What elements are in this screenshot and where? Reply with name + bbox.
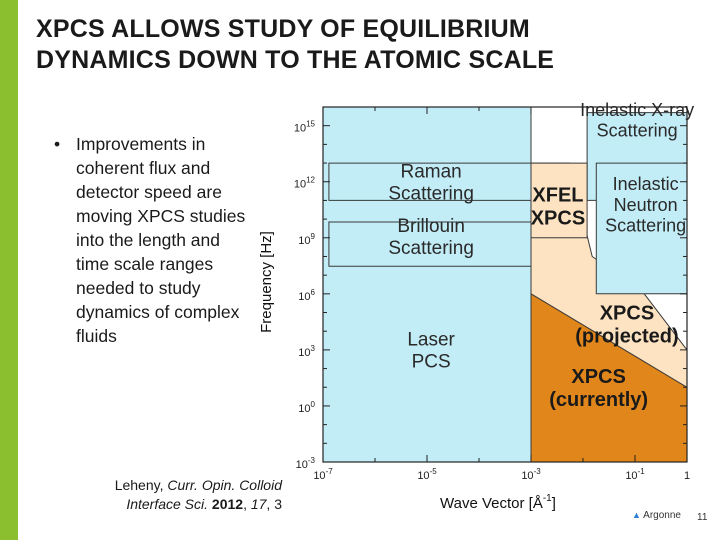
regions-layer (322, 106, 688, 463)
x-tick-label: 10-1 (625, 467, 645, 482)
region-label-line: XPCS (571, 366, 625, 388)
x-tick-label-exp: -7 (326, 467, 334, 476)
region-laser-pcs (322, 106, 532, 463)
y-tick-label-base: 10 (296, 459, 308, 471)
region-label-inelastic-xray: Inelastic X-ray Scattering (580, 100, 694, 141)
y-tick-label: 109 (298, 232, 315, 247)
region-label-line: Laser (407, 330, 455, 351)
y-tick-label-base: 10 (294, 123, 306, 135)
region-label-xpcs-projected: XPCS (projected) (575, 302, 678, 347)
region-label-xfel-xpcs: XFEL XPCS (531, 185, 585, 230)
x-tick-label-exp: -3 (534, 467, 542, 476)
region-label-line: (projected) (575, 325, 678, 347)
region-label-line: Scattering (388, 183, 474, 204)
region-label-raman: Raman Scattering (388, 162, 474, 205)
y-tick-label-exp: 0 (311, 400, 316, 409)
region-label-line: Neutron (614, 195, 678, 215)
region-label-line: Scattering (605, 216, 686, 236)
region-label-brillouin: Brillouin Scattering (388, 216, 474, 259)
y-tick-label-base: 10 (298, 291, 310, 303)
citation-page: 3 (274, 496, 282, 512)
x-tick-label-base: 1 (684, 470, 690, 482)
y-tick-label: 1012 (294, 176, 316, 191)
y-tick-label-base: 10 (298, 403, 310, 415)
region-label-line: Inelastic X-ray (580, 100, 694, 120)
x-tick-label-exp: -5 (430, 467, 438, 476)
y-tick-label-base: 10 (298, 347, 310, 359)
y-tick-label-exp: 6 (311, 288, 316, 297)
x-axis-label: Wave Vector [Å-1] (440, 493, 556, 512)
y-tick-label-base: 10 (294, 179, 306, 191)
y-tick-label: 100 (298, 400, 315, 415)
x-tick-label-base: 10 (313, 470, 325, 482)
citation-journal-2: Interface Sci. (126, 496, 209, 512)
region-label-line: Raman (400, 162, 461, 183)
page-number: 11 (697, 512, 708, 523)
y-tick-label-exp: 12 (306, 176, 315, 185)
x-tick-label: 10-7 (313, 467, 333, 482)
x-axis-label-close: ] (552, 495, 556, 512)
plot-frame (322, 106, 688, 463)
x-tick-label-base: 10 (417, 470, 429, 482)
region-label-line: Scattering (388, 238, 474, 259)
citation-volume: 17 (250, 496, 267, 512)
citation: Leheny, Curr. Opin. Colloid Interface Sc… (60, 476, 282, 514)
y-tick-label: 10-3 (296, 456, 316, 471)
y-tick-label-exp: 9 (311, 232, 316, 241)
x-tick-label-base: 10 (625, 470, 637, 482)
x-axis-label-main: Wave Vector [Å (440, 495, 543, 512)
x-tick-label: 1 (684, 470, 690, 482)
citation-line-2: Interface Sci. 2012, 17, 3 (60, 495, 282, 514)
y-tick-label-exp: -3 (308, 456, 316, 465)
argonne-logo-text: Argonne (643, 510, 681, 521)
citation-journal-1: Curr. Opin. Colloid (167, 477, 282, 493)
x-tick-label-exp: -1 (638, 467, 646, 476)
region-label-line: Scattering (597, 121, 678, 141)
region-label-laser-pcs: Laser PCS (407, 330, 455, 373)
argonne-logo-mark: ▲ (632, 510, 641, 520)
citation-authors: Leheny, (114, 477, 168, 493)
title-line-1: XPCS ALLOWS STUDY OF EQUILIBRIUM (36, 15, 530, 43)
x-tick-label-base: 10 (521, 470, 533, 482)
y-tick-label-base: 10 (298, 235, 310, 247)
region-label-line: (currently) (549, 389, 648, 411)
y-tick-label: 1015 (294, 120, 316, 135)
region-xfel-xpcs (530, 162, 588, 239)
bullet-text: Improvements in coherent flux and detect… (76, 134, 246, 346)
region-label-line: XPCS (600, 302, 654, 324)
region-label-inelastic-neutron: Inelastic Neutron Scattering (605, 174, 686, 235)
argonne-logo: ▲ Argonne (632, 510, 681, 521)
x-tick-label: 10-3 (521, 467, 541, 482)
region-label-line: Inelastic (613, 174, 679, 194)
y-tick-label: 103 (298, 344, 315, 359)
citation-year: 2012 (211, 496, 244, 512)
region-label-line: XPCS (531, 208, 585, 230)
bullet-point: • Improvements in coherent flux and dete… (54, 132, 256, 348)
bullet-marker: • (54, 134, 61, 154)
ticks-layer: 10-7 10-5 10-3 10-1 11015101210910610310010-… (294, 106, 690, 482)
x-tick-label: 10-5 (417, 467, 437, 482)
citation-sep-1: , (243, 496, 251, 512)
citation-line-1: Leheny, Curr. Opin. Colloid (60, 476, 282, 495)
region-label-line: XFEL (532, 185, 583, 207)
region-label-line: PCS (412, 352, 451, 373)
y-tick-label-exp: 3 (311, 344, 316, 353)
accent-bar (0, 0, 18, 540)
slide-title: XPCS ALLOWS STUDY OF EQUILIBRIUM DYNAMIC… (36, 14, 706, 76)
title-line-2: DYNAMICS DOWN TO THE ATOMIC SCALE (36, 46, 555, 74)
y-tick-label: 106 (298, 288, 315, 303)
region-label-line: Brillouin (397, 216, 465, 237)
citation-sep-2: , (266, 496, 275, 512)
y-tick-label-exp: 15 (306, 120, 315, 129)
y-axis-label: Frequency [Hz] (258, 231, 275, 333)
x-axis-label-exp: -1 (543, 493, 552, 504)
region-label-xpcs-current: XPCS (currently) (549, 366, 648, 411)
